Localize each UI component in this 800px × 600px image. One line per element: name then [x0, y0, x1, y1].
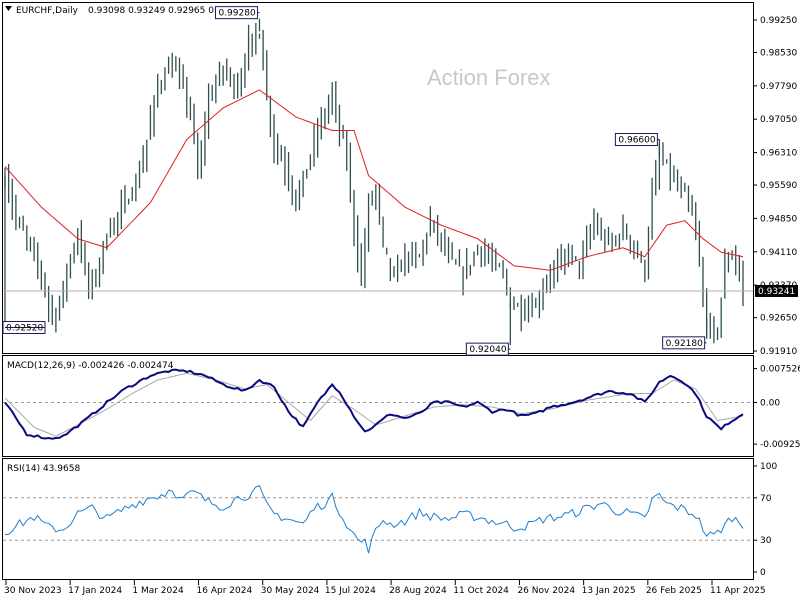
rsi-line-path: [4, 484, 744, 554]
rsi-panel-frame: [2, 458, 754, 580]
time-tick-label: 11 Apr 2025: [710, 586, 766, 596]
price-tick-label: 0.99250: [760, 16, 797, 26]
price-tick-label: 0.97050: [760, 115, 797, 125]
rsi-tick-label: 0: [760, 568, 766, 578]
price-tick-label: 0.97790: [760, 82, 797, 92]
symbol-header: EURCHF,Daily: [16, 6, 79, 16]
price-annotation-label: 0.92180: [666, 339, 703, 349]
price-annotation-label: 0.92520: [6, 323, 43, 333]
ohlc-header-values: 0.93098 0.93249 0.92965 0.93241: [88, 6, 245, 16]
price-panel-frame: [2, 2, 754, 354]
price-annotation-label: 0.92040: [469, 345, 506, 355]
macd-tick-label: 0.007526: [760, 365, 800, 375]
rsi-tick-label: 30: [760, 536, 772, 546]
rsi-label: RSI(14) 43.9658: [7, 464, 80, 474]
macd-label: MACD(12,26,9) -0.002426 -0.002474: [7, 361, 174, 371]
price-tick-label: 0.94850: [760, 214, 797, 224]
time-tick-label: 30 Nov 2023: [4, 586, 62, 596]
time-tick-label: 1 Mar 2024: [132, 586, 184, 596]
time-tick-label: 26 Nov 2024: [517, 586, 575, 596]
watermark: Action Forex: [427, 65, 551, 90]
price-tick-label: 0.96310: [760, 149, 797, 159]
time-axis: 30 Nov 2023 17 Jan 2024 1 Mar 2024 16 Apr 2…: [4, 580, 766, 596]
current-price-marker: 0.93241: [3, 284, 798, 297]
macd-lines: [3, 368, 753, 440]
macd-signal-line: [4, 372, 744, 437]
dropdown-triangle-icon[interactable]: [5, 6, 12, 11]
price-annotations: 0.99280 0.92520 0.92040 0.96600 0.92180: [2, 6, 707, 356]
time-tick-label: 13 Jan 2025: [582, 586, 636, 596]
macd-tick-label: -0.009252: [760, 440, 800, 450]
price-annotation-label: 0.96600: [618, 136, 655, 146]
rsi-tick-label: 70: [760, 494, 772, 504]
price-tick-label: 0.94110: [760, 248, 797, 258]
macd-main-line: [4, 368, 744, 440]
moving-average-line: [4, 89, 744, 271]
rsi-axis: 100 70 30 0: [753, 462, 777, 578]
rsi-tick-label: 100: [760, 462, 777, 472]
time-tick-label: 16 Apr 2024: [197, 586, 253, 596]
time-tick-label: 11 Oct 2024: [453, 586, 509, 596]
price-annotation-label: 0.99280: [218, 9, 255, 19]
time-tick-label: 30 May 2024: [261, 586, 320, 596]
price-bars: [4, 18, 744, 346]
macd-axis: 0.007526 0.00 -0.009252: [753, 365, 800, 450]
price-tick-label: 0.95590: [760, 181, 797, 191]
price-tick-label: 0.98530: [760, 48, 797, 58]
rsi-line: [3, 484, 753, 554]
price-tick-label: 0.91910: [760, 347, 797, 357]
price-tick-label: 0.92650: [760, 314, 797, 324]
macd-panel-frame: [2, 355, 754, 457]
time-tick-label: 15 Jul 2024: [325, 586, 376, 596]
time-tick-label: 26 Feb 2025: [646, 586, 702, 596]
time-tick-label: 28 Aug 2024: [389, 586, 447, 596]
macd-tick-label: 0.00: [760, 399, 780, 409]
price-axis: 0.99250 0.98530 0.97790 0.97050 0.96310 0.955…: [753, 16, 797, 357]
time-tick-label: 17 Jan 2024: [68, 586, 122, 596]
current-price-label: 0.93241: [758, 287, 795, 297]
current-price-box: [755, 284, 798, 297]
